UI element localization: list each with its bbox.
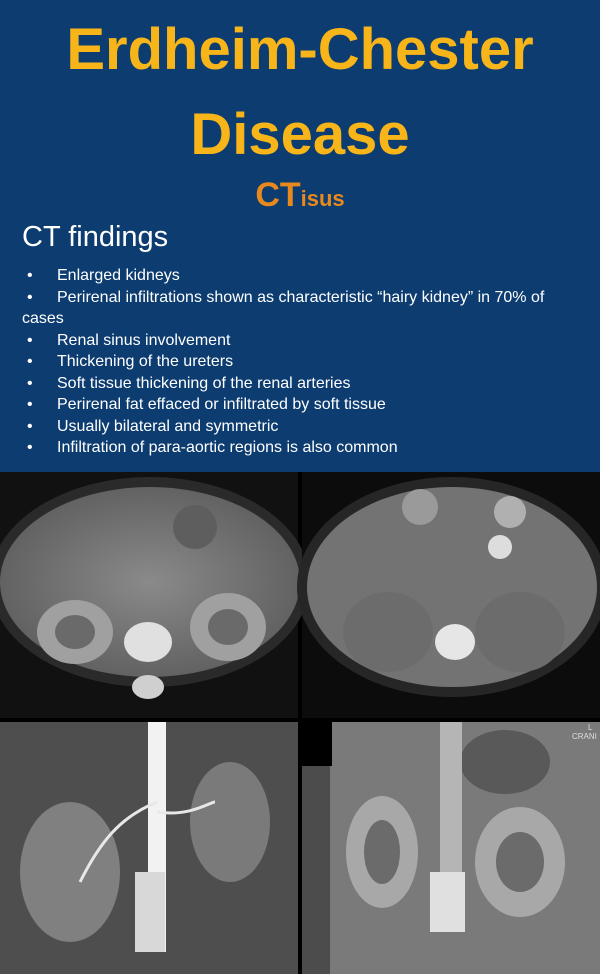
finding-item: • Enlarged kidneys [22, 265, 582, 287]
ct-images: L CRANI [0, 472, 600, 974]
logo-isus: isus [300, 186, 345, 211]
finding-item: • Perirenal fat effaced or infiltrated by… [22, 394, 582, 416]
ct-axial-2 [297, 472, 600, 718]
title-line: Erdheim-Chester [66, 17, 534, 82]
finding-text: Soft tissue thickening of the renal arte… [57, 374, 351, 392]
image-label: L [588, 723, 593, 732]
ct-axial-1 [0, 472, 310, 718]
logo-ct: CT [255, 176, 301, 214]
ct-coronal-1 [0, 722, 298, 974]
finding-text: Thickening of the ureters [57, 353, 234, 370]
image-label: CRANI [572, 732, 597, 741]
finding-item: • Usually bilateral and symmetric [22, 416, 582, 438]
section-heading: CT findings [22, 221, 169, 253]
finding-text: Usually bilateral and symmetric [57, 417, 279, 435]
finding-text: Renal sinus involvement [57, 331, 231, 349]
logo: CTisus [0, 176, 600, 215]
bullet: • [27, 288, 33, 306]
bullet: • [27, 267, 33, 284]
finding-item: • Perirenal infiltrations shown as charac… [22, 287, 582, 330]
bullet: • [27, 374, 33, 392]
finding-item: • Thickening of the ureters [22, 351, 582, 373]
bullet: • [27, 417, 33, 435]
finding-text: Infiltration of para-aortic regions is a… [57, 439, 398, 456]
bullet: • [27, 353, 33, 370]
finding-item: • Soft tissue thickening of the renal art… [22, 373, 582, 395]
finding-item: • Infiltration of para-aortic regions is … [22, 437, 582, 459]
finding-text: Perirenal infiltrations shown as charact… [22, 288, 545, 328]
title-line: Disease [190, 102, 410, 167]
findings-list: • Enlarged kidneys • Perirenal infiltration… [22, 265, 582, 459]
header-panel: Erdheim-Chester Disease CTisus CT findin… [0, 0, 600, 472]
finding-text: Enlarged kidneys [57, 267, 180, 284]
finding-item: • Renal sinus involvement [22, 330, 582, 352]
bullet: • [27, 331, 33, 349]
ct-coronal-2: L CRANI [302, 722, 600, 974]
bullet: • [27, 396, 33, 413]
bullet: • [27, 439, 33, 456]
finding-text: Perirenal fat effaced or infiltrated by … [57, 396, 386, 413]
